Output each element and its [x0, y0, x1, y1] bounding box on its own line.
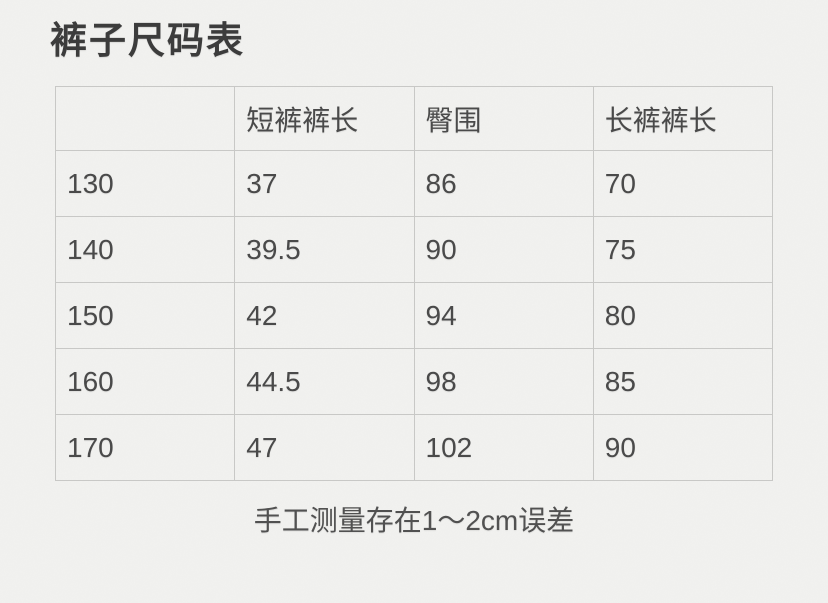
cell-hip: 90 — [413, 216, 594, 283]
table-row: 160 44.5 98 85 — [54, 348, 774, 415]
cell-size: 170 — [54, 414, 236, 481]
cell-short-pants-length: 42 — [234, 282, 415, 349]
cell-hip: 94 — [413, 282, 594, 349]
measurement-tolerance-note: 手工测量存在1～2cm误差 — [253, 505, 575, 536]
header-hip: 臀围 — [413, 86, 594, 151]
table-row: 130 37 86 70 — [54, 150, 774, 217]
cell-short-pants-length: 44.5 — [234, 348, 415, 415]
cell-short-pants-length: 47 — [234, 414, 415, 481]
cell-long-pants-length: 80 — [592, 282, 774, 349]
table-row: 170 47 102 90 — [54, 414, 774, 481]
table-row: 150 42 94 80 — [54, 282, 774, 349]
cell-hip: 86 — [413, 150, 594, 217]
cell-long-pants-length: 90 — [592, 414, 774, 481]
cell-size: 140 — [54, 216, 236, 283]
cell-size: 150 — [54, 282, 236, 349]
header-short-pants-length: 短裤裤长 — [234, 86, 415, 151]
cell-short-pants-length: 39.5 — [234, 216, 415, 283]
cell-long-pants-length: 75 — [592, 216, 774, 283]
cell-long-pants-length: 70 — [592, 150, 774, 217]
size-chart-header-row: 短裤裤长 臀围 长裤裤长 — [54, 86, 774, 151]
header-size-blank — [54, 86, 236, 151]
page-title: 裤子尺码表 — [50, 20, 245, 61]
cell-size: 130 — [54, 150, 236, 217]
size-chart-table: 短裤裤长 臀围 长裤裤长 130 37 86 70 140 39.5 90 75… — [54, 86, 774, 481]
cell-long-pants-length: 85 — [592, 348, 774, 415]
table-row: 140 39.5 90 75 — [54, 216, 774, 283]
cell-hip: 102 — [413, 414, 594, 481]
cell-size: 160 — [54, 348, 236, 415]
cell-hip: 98 — [413, 348, 594, 415]
cell-short-pants-length: 37 — [234, 150, 415, 217]
header-long-pants-length: 长裤裤长 — [592, 86, 774, 151]
